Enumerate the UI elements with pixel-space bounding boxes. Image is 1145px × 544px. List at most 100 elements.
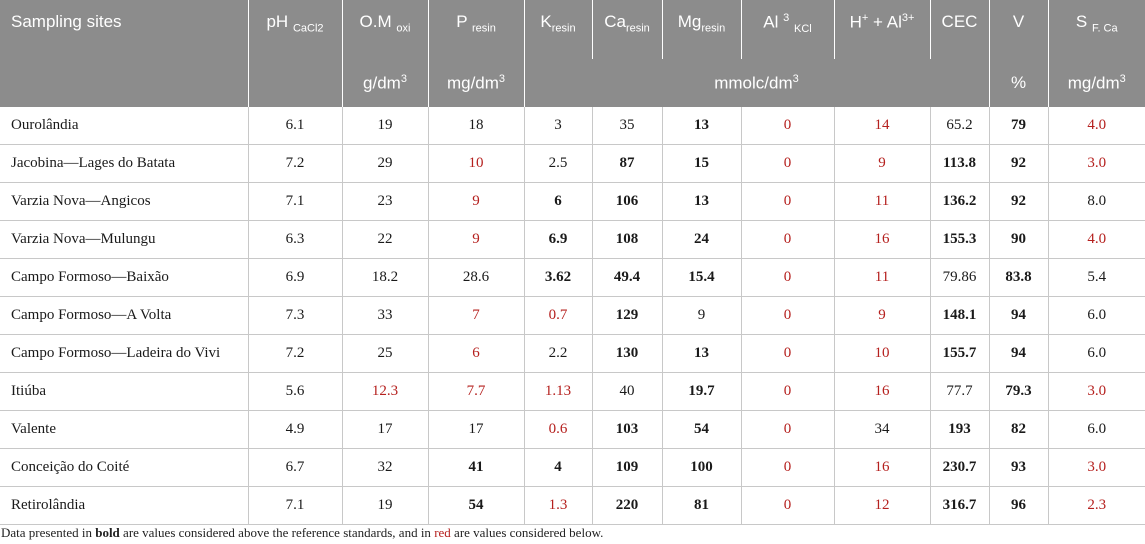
- value-cell: 0: [741, 334, 835, 373]
- value-cell: 79.3: [989, 372, 1049, 411]
- value-cell: 29: [342, 144, 429, 183]
- table-row: Campo Formoso—A Volta 7.3 33 7 0.7 129 9 0 9 148.…: [0, 296, 1145, 335]
- value-cell: 14: [834, 107, 931, 145]
- value-cell: 130: [592, 334, 663, 373]
- table-row: Conceição do Coité 6.7 32 41 4 109 100 0 16 230.7…: [0, 448, 1145, 487]
- value-cell: 0.6: [524, 410, 593, 449]
- footnote-red-word: red: [434, 525, 451, 540]
- value-cell: 54: [662, 410, 742, 449]
- header-mg: Mgresin: [662, 0, 742, 59]
- value-cell: 230.7: [930, 448, 990, 487]
- value-cell: 3.0: [1048, 448, 1145, 487]
- value-cell: 19: [342, 107, 429, 145]
- table-row: Varzia Nova—Mulungu 6.3 22 9 6.9 108 24 0 16 155.…: [0, 220, 1145, 259]
- header-al: Al 3 KCl: [741, 0, 835, 59]
- value-cell: 6: [524, 182, 593, 221]
- value-cell: 81: [662, 486, 742, 525]
- value-cell: 193: [930, 410, 990, 449]
- units-row: g/dm3 mg/dm3 mmolc/dm3 % mg/dm3: [0, 59, 1145, 107]
- header-ca: Caresin: [592, 0, 663, 59]
- value-cell: 155.3: [930, 220, 990, 259]
- value-cell: 9: [834, 296, 931, 335]
- value-cell: 0: [741, 410, 835, 449]
- value-cell: 4.0: [1048, 220, 1145, 259]
- value-cell: 7.2: [248, 334, 343, 373]
- value-cell: 3.0: [1048, 372, 1145, 411]
- value-cell: 17: [342, 410, 429, 449]
- value-cell: 6.3: [248, 220, 343, 259]
- value-cell: 0: [741, 372, 835, 411]
- value-cell: 22: [342, 220, 429, 259]
- value-cell: 316.7: [930, 486, 990, 525]
- value-cell: 18: [428, 107, 525, 145]
- value-cell: 18.2: [342, 258, 429, 297]
- value-cell: 129: [592, 296, 663, 335]
- value-cell: 13: [662, 182, 742, 221]
- value-cell: 10: [428, 144, 525, 183]
- units-blank: [0, 59, 249, 107]
- table-row: Varzia Nova—Angicos 7.1 23 9 6 106 13 0 11 136.2 9…: [0, 182, 1145, 221]
- value-cell: 79.86: [930, 258, 990, 297]
- header-p: P resin: [428, 0, 525, 59]
- value-cell: 93: [989, 448, 1049, 487]
- value-cell: 3: [524, 107, 593, 145]
- value-cell: 0.7: [524, 296, 593, 335]
- value-cell: 7.1: [248, 486, 343, 525]
- value-cell: 82: [989, 410, 1049, 449]
- site-name-cell: Campo Formoso—Ladeira do Vivi: [0, 334, 249, 373]
- value-cell: 136.2: [930, 182, 990, 221]
- header-k: Kresin: [524, 0, 593, 59]
- value-cell: 7.2: [248, 144, 343, 183]
- value-cell: 16: [834, 220, 931, 259]
- value-cell: 19: [342, 486, 429, 525]
- site-name-cell: Valente: [0, 410, 249, 449]
- value-cell: 24: [662, 220, 742, 259]
- value-cell: 96: [989, 486, 1049, 525]
- value-cell: 83.8: [989, 258, 1049, 297]
- value-cell: 28.6: [428, 258, 525, 297]
- value-cell: 49.4: [592, 258, 663, 297]
- value-cell: 6.9: [524, 220, 593, 259]
- value-cell: 2.2: [524, 334, 593, 373]
- header-ph: pH CaCl2: [248, 0, 343, 59]
- value-cell: 9: [428, 220, 525, 259]
- header-v: V: [989, 0, 1049, 59]
- value-cell: 155.7: [930, 334, 990, 373]
- value-cell: 65.2: [930, 107, 990, 145]
- value-cell: 54: [428, 486, 525, 525]
- value-cell: 17: [428, 410, 525, 449]
- header-cec: CEC: [930, 0, 990, 59]
- value-cell: 0: [741, 296, 835, 335]
- value-cell: 6: [428, 334, 525, 373]
- value-cell: 108: [592, 220, 663, 259]
- unit-v: %: [989, 59, 1049, 107]
- value-cell: 92: [989, 144, 1049, 183]
- site-name-cell: Retirolândia: [0, 486, 249, 525]
- value-cell: 6.0: [1048, 334, 1145, 373]
- value-cell: 6.1: [248, 107, 343, 145]
- value-cell: 7.3: [248, 296, 343, 335]
- value-cell: 6.9: [248, 258, 343, 297]
- value-cell: 79: [989, 107, 1049, 145]
- value-cell: 3.62: [524, 258, 593, 297]
- table-row: Jacobina—Lages do Batata 7.2 29 10 2.5 87 15 0 9…: [0, 144, 1145, 183]
- value-cell: 2.5: [524, 144, 593, 183]
- value-cell: 0: [741, 182, 835, 221]
- header-row: Sampling sites pH CaCl2 O.M oxi P resin …: [0, 0, 1145, 59]
- value-cell: 4.9: [248, 410, 343, 449]
- value-cell: 148.1: [930, 296, 990, 335]
- value-cell: 113.8: [930, 144, 990, 183]
- site-name-cell: Ourolândia: [0, 107, 249, 145]
- value-cell: 7.1: [248, 182, 343, 221]
- value-cell: 9: [662, 296, 742, 335]
- value-cell: 9: [428, 182, 525, 221]
- value-cell: 35: [592, 107, 663, 145]
- value-cell: 13: [662, 107, 742, 145]
- value-cell: 11: [834, 258, 931, 297]
- value-cell: 7: [428, 296, 525, 335]
- value-cell: 0: [741, 144, 835, 183]
- site-name-cell: Conceição do Coité: [0, 448, 249, 487]
- value-cell: 10: [834, 334, 931, 373]
- value-cell: 1.3: [524, 486, 593, 525]
- value-cell: 7.7: [428, 372, 525, 411]
